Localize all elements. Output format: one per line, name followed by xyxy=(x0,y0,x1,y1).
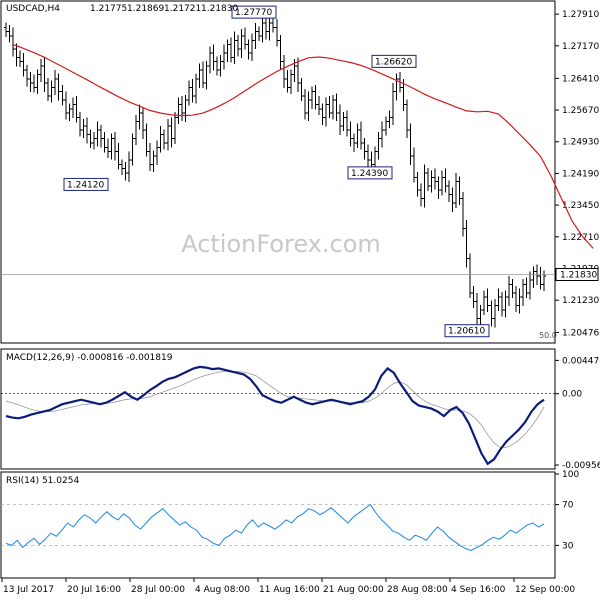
header-open: 1.21775 xyxy=(90,4,127,14)
price-annotation: 1.20610 xyxy=(444,324,490,338)
moving-average-line xyxy=(12,43,594,249)
header-high: 1.21869 xyxy=(127,4,164,14)
ohlc-bar xyxy=(542,270,546,291)
price-annotation: 1.27770 xyxy=(231,5,277,19)
price-annotation-label: 1.24120 xyxy=(67,180,104,190)
price-tick-label: 1.27170 xyxy=(562,42,599,52)
price-annotation: 1.24390 xyxy=(347,166,393,180)
price-tick-label: 1.25670 xyxy=(562,106,599,116)
price-tick-label: 1.23450 xyxy=(562,201,599,211)
time-tick-label: 4 Sep 16:00 xyxy=(451,585,506,595)
rsi-tick-label: 30 xyxy=(562,541,574,551)
rsi-pane-frame xyxy=(0,471,556,579)
header-low: 1.21721 xyxy=(164,4,201,14)
macd-tick-label: 0.00 xyxy=(562,390,582,400)
price-tick-label: 1.27910 xyxy=(562,10,599,20)
current-price-box xyxy=(555,267,599,281)
rsi-tick-label: 100 xyxy=(562,470,579,480)
rsi-axis: 100 70 30 xyxy=(555,470,579,551)
time-tick-label: 21 Aug 00:00 xyxy=(323,585,384,595)
price-annotation-label: 1.27770 xyxy=(235,8,272,18)
rsi-title: RSI(14) 51.0254 xyxy=(6,476,79,486)
macd-tick-label: -0.009567 xyxy=(562,461,600,471)
corner-note: 50.0 xyxy=(539,331,557,340)
rsi-line xyxy=(1,503,555,552)
symbol-label: USDCAD,H4 xyxy=(6,4,60,14)
time-tick-label: 20 Jul 16:00 xyxy=(67,585,121,595)
price-axis: 1.27910 1.27170 1.26410 1.25670 1.24930 1.241… xyxy=(555,10,599,338)
time-axis: 13 Jul 2017 20 Jul 16:00 28 Jul 00:00 4 Aug… xyxy=(1,578,575,595)
rsi-tick-label: 70 xyxy=(562,501,574,511)
rsi-series-line xyxy=(5,503,545,552)
time-tick-label: 28 Aug 08:00 xyxy=(387,585,448,595)
price-bars: 1.21830 xyxy=(1,14,599,328)
time-tick-label: 13 Jul 2017 xyxy=(3,585,54,595)
price-annotations: 1.27770 1.26620 1.24120 1.24390 1.20610 xyxy=(63,5,490,338)
price-tick-label: 1.24190 xyxy=(562,169,599,179)
price-annotation-label: 1.24390 xyxy=(351,169,388,179)
price-tick-label: 1.20476 xyxy=(562,328,599,338)
macd-lines xyxy=(1,365,555,466)
watermark: ActionForex.com xyxy=(181,230,381,258)
price-annotation: 1.24120 xyxy=(63,177,109,191)
macd-main-line xyxy=(5,365,545,466)
header-close: 1.21830 xyxy=(201,4,238,14)
price-tick-label: 1.24930 xyxy=(562,138,599,148)
current-price-label: 1.21830 xyxy=(560,270,597,280)
price-annotation-label: 1.26620 xyxy=(375,57,412,67)
price-pane-frame xyxy=(0,0,556,344)
price-tick-label: 1.26410 xyxy=(562,74,599,84)
macd-pane-frame xyxy=(0,348,556,470)
macd-title: MACD(12,26,9) -0.000816 -0.001819 xyxy=(6,353,173,363)
price-annotation: 1.26620 xyxy=(371,54,417,68)
time-tick-label: 4 Aug 08:00 xyxy=(195,585,250,595)
macd-tick-label: 0.004476 xyxy=(562,356,600,366)
time-tick-label: 11 Aug 16:00 xyxy=(259,585,320,595)
price-tick-label: 1.22710 xyxy=(562,233,599,243)
time-tick-label: 12 Sep 00:00 xyxy=(515,585,575,595)
price-tick-label: 1.21230 xyxy=(562,296,599,306)
macd-axis: 0.004476 0.00 -0.009567 xyxy=(555,356,600,471)
time-tick-label: 28 Jul 00:00 xyxy=(131,585,185,595)
price-annotation-label: 1.20610 xyxy=(448,327,485,337)
